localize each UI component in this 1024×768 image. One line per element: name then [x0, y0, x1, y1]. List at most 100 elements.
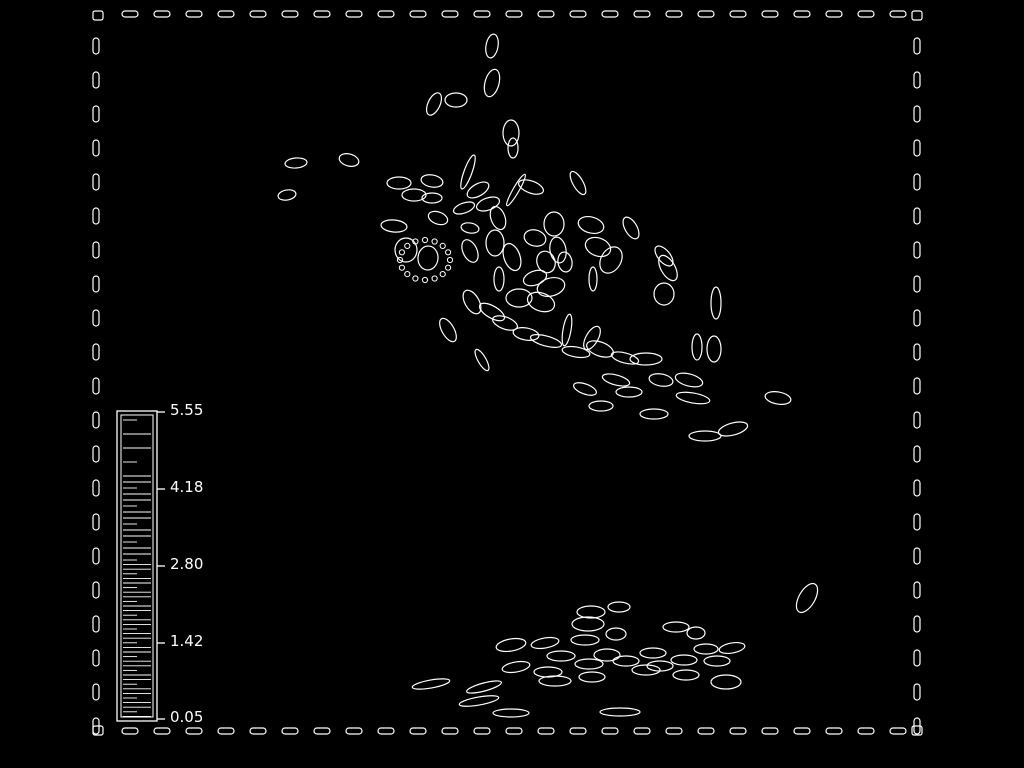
contour-ellipse	[536, 276, 566, 298]
contour-ellipse	[501, 660, 531, 674]
frame-dash	[313, 727, 331, 735]
frame-dash	[153, 727, 171, 735]
frame-dash	[913, 513, 921, 531]
contour-ellipse	[570, 634, 600, 646]
contour-ellipse	[417, 245, 439, 271]
contour-ellipse	[461, 239, 479, 263]
contour-ellipse	[502, 242, 522, 272]
contour-ellipse	[574, 658, 604, 670]
frame-dash	[92, 411, 100, 429]
frame-dash	[185, 727, 203, 735]
contour-ellipse	[460, 222, 480, 234]
contour-ellipse	[492, 708, 530, 718]
contour-ellipse	[703, 655, 731, 667]
frame-dash	[92, 275, 100, 293]
frame-dash	[92, 445, 100, 463]
contour-ellipse	[675, 391, 711, 405]
contour-dot	[404, 271, 411, 278]
contour-ellipse	[489, 205, 507, 231]
contour-ellipse	[599, 707, 641, 717]
frame-dash	[473, 10, 491, 18]
frame-dash	[913, 173, 921, 191]
frame-dash	[857, 10, 875, 18]
frame-dash	[697, 10, 715, 18]
frame-dash	[92, 105, 100, 123]
contour-ellipse	[586, 340, 614, 358]
frame-dash	[913, 615, 921, 633]
contour-ellipse	[612, 655, 640, 667]
frame-dash	[569, 10, 587, 18]
frame-dash	[441, 10, 459, 18]
contour-ellipse	[717, 421, 749, 437]
contour-ellipse	[522, 269, 548, 287]
frame-dash	[345, 727, 363, 735]
contour-ellipse	[686, 626, 706, 640]
frame-dash	[92, 479, 100, 497]
contour-plot	[277, 33, 819, 718]
contour-ellipse	[710, 674, 742, 690]
frame-dash	[409, 727, 427, 735]
contour-ellipse	[571, 616, 605, 632]
contour-ellipse	[653, 282, 675, 306]
frame-dash	[377, 727, 395, 735]
contour-ellipse	[543, 211, 565, 237]
contour-ellipse	[718, 641, 746, 655]
frame-dash	[92, 377, 100, 395]
contour-dot	[412, 238, 419, 245]
contour-ellipse	[523, 229, 547, 247]
colorbar-tick-label: 5.55	[170, 401, 203, 419]
contour-ellipse	[512, 327, 540, 341]
frame-dash	[633, 727, 651, 735]
contour-ellipse	[483, 68, 501, 98]
frame-dash	[537, 10, 555, 18]
frame-dash	[913, 649, 921, 667]
contour-ellipse	[593, 648, 621, 662]
contour-ellipse	[485, 33, 499, 59]
frame-dash	[913, 309, 921, 327]
contour-ellipse	[584, 236, 612, 258]
frame-dash	[185, 10, 203, 18]
dashed-frame	[92, 10, 923, 736]
contour-ellipse	[648, 373, 674, 387]
frame-dash	[217, 727, 235, 735]
contour-dot	[431, 275, 438, 282]
frame-dash	[473, 727, 491, 735]
frame-dash	[793, 727, 811, 735]
frame-corner	[911, 10, 923, 21]
contour-ellipse	[670, 654, 698, 666]
contour-ellipse	[693, 643, 719, 655]
frame-dash	[633, 10, 651, 18]
contour-dot	[439, 242, 446, 249]
contour-ellipse	[561, 313, 573, 347]
frame-dash	[377, 10, 395, 18]
frame-dash	[569, 727, 587, 735]
frame-dash	[697, 727, 715, 735]
frame-dash	[121, 10, 139, 18]
frame-dash	[121, 727, 139, 735]
contour-ellipse	[654, 245, 674, 267]
contour-ellipse	[710, 286, 722, 320]
contour-ellipse	[466, 181, 490, 199]
contour-ellipse	[452, 201, 476, 215]
frame-dash	[505, 10, 523, 18]
frame-dash	[281, 10, 299, 18]
contour-dot	[439, 271, 446, 278]
contour-ellipse	[507, 137, 519, 159]
frame-dash	[729, 10, 747, 18]
contour-ellipse	[277, 189, 297, 201]
contour-ellipse	[474, 348, 490, 372]
frame-dash	[537, 727, 555, 735]
frame-dash	[857, 727, 875, 735]
contour-ellipse	[546, 650, 576, 662]
contour-dot	[445, 264, 452, 271]
frame-dash	[913, 275, 921, 293]
contour-ellipse	[495, 637, 527, 653]
contour-ellipse	[421, 192, 443, 204]
frame-dash	[913, 581, 921, 599]
contour-ellipse	[607, 601, 631, 613]
contour-ellipse	[425, 92, 443, 116]
colorbar-tick-label: 2.80	[170, 555, 203, 573]
contour-ellipse	[530, 636, 560, 650]
frame-dash	[92, 343, 100, 361]
frame-dash	[92, 547, 100, 565]
